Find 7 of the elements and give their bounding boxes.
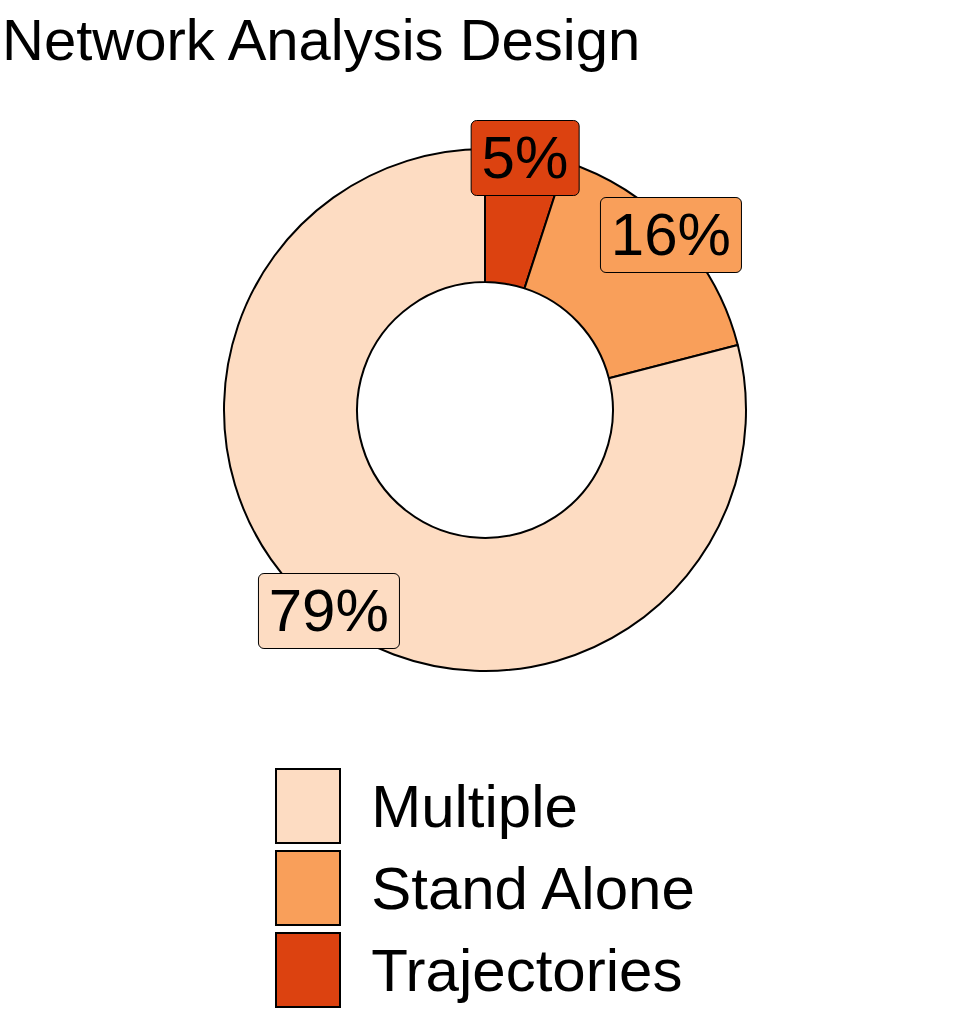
chart-title: Network Analysis Design — [2, 6, 642, 74]
data-label: 16% — [599, 197, 742, 274]
legend-label: Stand Alone — [371, 853, 695, 923]
data-label: 79% — [257, 573, 400, 650]
legend-label: Trajectories — [371, 935, 683, 1005]
data-label: 5% — [470, 120, 580, 197]
legend-label: Multiple — [371, 771, 578, 841]
